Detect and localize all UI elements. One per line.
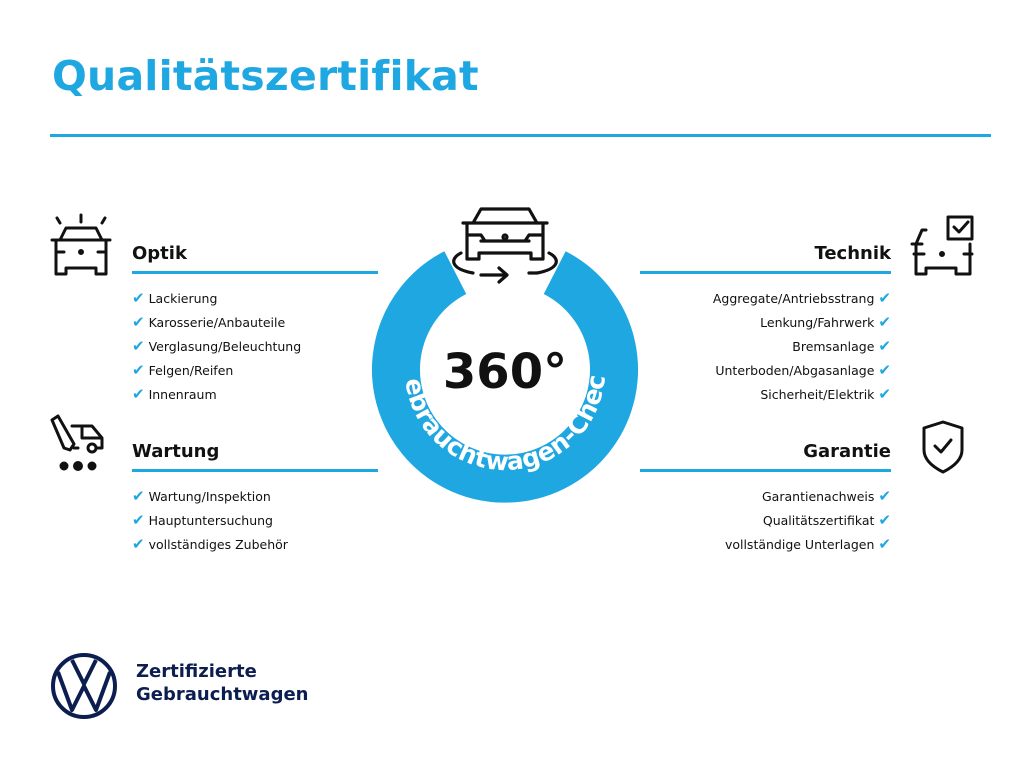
360-check-badge: Gebrauchtwagen-Check 360° [355, 195, 638, 503]
item-label: Garantienachweis [762, 489, 875, 504]
section-optik: Optik ✔ Lackierung ✔ Karosserie/Anbauteile… [132, 241, 378, 406]
brand-line-1: Zertifizierte [136, 661, 257, 682]
section-divider [640, 469, 891, 472]
section-technik: Technik Aggregate/Antriebsstrang ✔ Lenkun… [640, 241, 891, 406]
item-label: Verglasung/Beleuchtung [148, 339, 302, 354]
car-lights-icon [50, 213, 112, 276]
check-icon: ✔ [132, 511, 145, 529]
list-item: ✔ Felgen/Reifen [132, 358, 378, 382]
check-icon: ✔ [878, 289, 891, 307]
item-label: Lackierung [148, 291, 218, 306]
item-label: Hauptuntersuchung [148, 513, 273, 528]
shield-check-icon [922, 420, 964, 474]
item-label: vollständige Unterlagen [724, 537, 875, 552]
item-label: Sicherheit/Elektrik [760, 387, 875, 402]
item-label: Karosserie/Anbauteile [148, 315, 286, 330]
rotating-car-icon [452, 207, 558, 284]
item-label: Felgen/Reifen [148, 363, 234, 378]
list-item: ✔ Verglasung/Beleuchtung [132, 334, 378, 358]
check-icon: ✔ [132, 337, 145, 355]
check-icon: ✔ [878, 511, 891, 529]
section-wartung: Wartung ✔ Wartung/Inspektion ✔ Hauptunters… [132, 439, 378, 556]
list-item: Lenkung/Fahrwerk ✔ [640, 310, 891, 334]
item-label: Lenkung/Fahrwerk [760, 315, 875, 330]
section-divider [132, 271, 378, 274]
item-label: Innenraum [148, 387, 217, 402]
car-checkbox-icon [910, 215, 974, 276]
vw-logo [51, 653, 117, 719]
section-divider [640, 271, 891, 274]
check-icon: ✔ [132, 313, 145, 331]
check-icon: ✔ [132, 535, 145, 553]
list-item: ✔ Wartung/Inspektion [132, 484, 378, 508]
check-icon: ✔ [878, 313, 891, 331]
list-item: Garantienachweis ✔ [640, 484, 891, 508]
check-icon: ✔ [132, 487, 145, 505]
service-wrench-car-icon [50, 414, 104, 471]
brand-text: Zertifizierte Gebrauchtwagen [136, 660, 308, 706]
check-icon: ✔ [132, 385, 145, 403]
list-item: ✔ Lackierung [132, 286, 378, 310]
ring-arc [372, 251, 638, 503]
section-heading: Wartung [132, 441, 220, 462]
check-icon: ✔ [878, 361, 891, 379]
item-label: Bremsanlage [792, 339, 875, 354]
list-item: ✔ Hauptuntersuchung [132, 508, 378, 532]
list-item: Aggregate/Antriebsstrang ✔ [640, 286, 891, 310]
item-label: Unterboden/Abgasanlage [715, 363, 875, 378]
list-item: Sicherheit/Elektrik ✔ [640, 382, 891, 406]
degrees-label: 360° [443, 344, 567, 400]
item-label: Aggregate/Antriebsstrang [712, 291, 875, 306]
list-item: Bremsanlage ✔ [640, 334, 891, 358]
check-icon: ✔ [878, 487, 891, 505]
list-item: ✔ Karosserie/Anbauteile [132, 310, 378, 334]
title-divider [50, 134, 991, 137]
list-item: Qualitätszertifikat ✔ [640, 508, 891, 532]
item-label: Wartung/Inspektion [148, 489, 271, 504]
check-icon: ✔ [878, 337, 891, 355]
check-icon: ✔ [132, 289, 145, 307]
check-icon: ✔ [878, 535, 891, 553]
page-title: Qualitätszertifikat [52, 52, 479, 100]
section-heading: Technik [814, 243, 891, 264]
list-item: ✔ Innenraum [132, 382, 378, 406]
list-item: vollständige Unterlagen ✔ [640, 532, 891, 556]
section-divider [132, 469, 378, 472]
check-icon: ✔ [132, 361, 145, 379]
section-heading: Garantie [803, 441, 891, 462]
item-label: Qualitätszertifikat [762, 513, 875, 528]
list-item: Unterboden/Abgasanlage ✔ [640, 358, 891, 382]
list-item: ✔ vollständiges Zubehör [132, 532, 378, 556]
section-garantie: Garantie Garantienachweis ✔ Qualitätszert… [640, 439, 891, 556]
item-label: vollständiges Zubehör [148, 537, 288, 552]
section-heading: Optik [132, 243, 187, 264]
brand-line-2: Gebrauchtwagen [136, 684, 309, 705]
check-icon: ✔ [878, 385, 891, 403]
